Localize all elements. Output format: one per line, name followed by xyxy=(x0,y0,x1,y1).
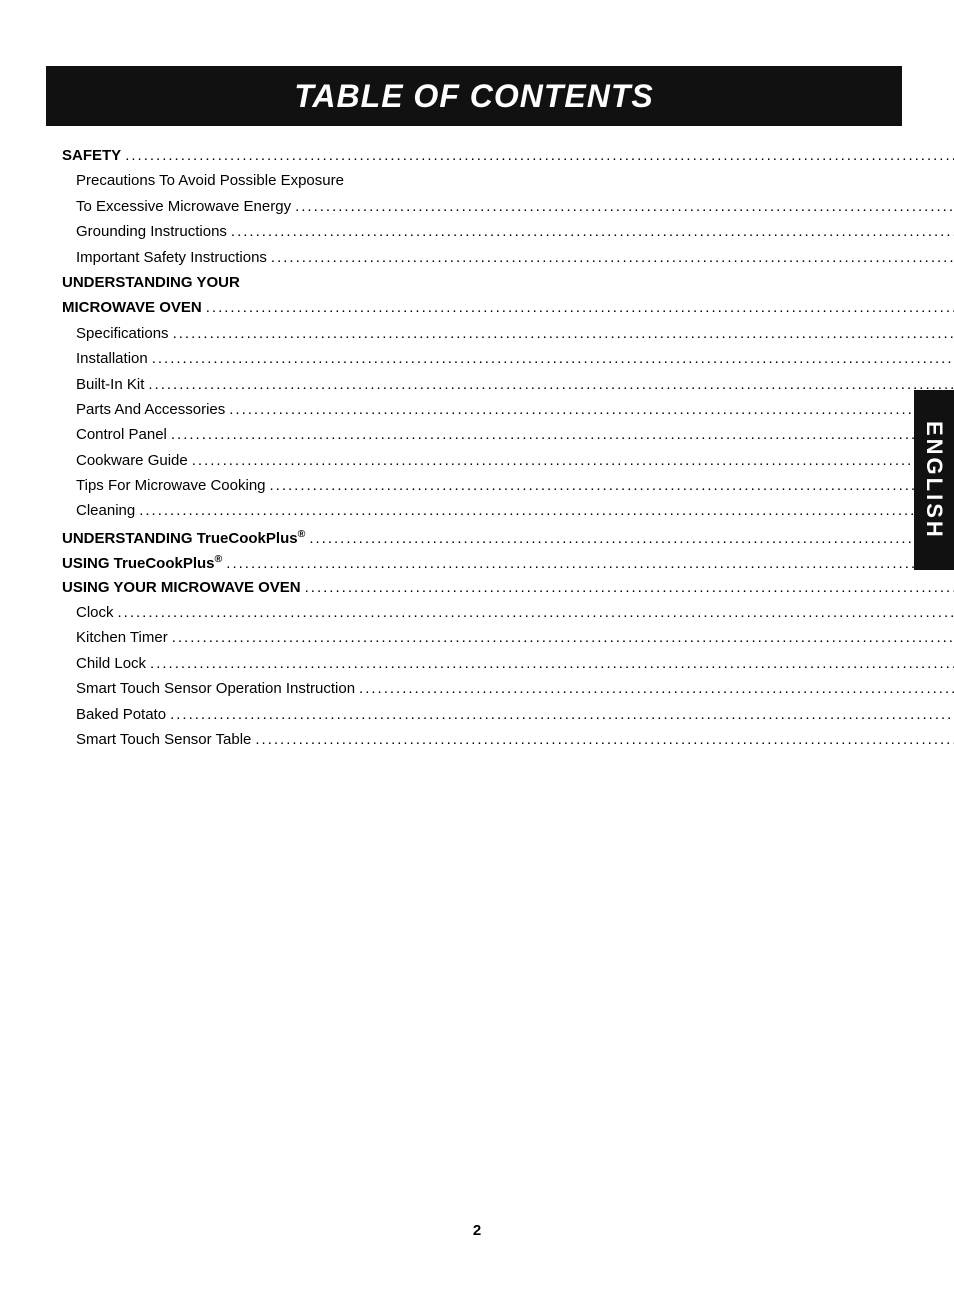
toc-row: Baked Potato............................… xyxy=(62,707,954,732)
toc-row: Cookware Guide..........................… xyxy=(62,453,954,478)
toc-dot-leader: ........................................… xyxy=(148,351,954,366)
toc-dot-leader: ........................................… xyxy=(144,377,954,392)
toc-dot-leader: ........................................… xyxy=(146,656,954,671)
toc-dot-leader: ........................................… xyxy=(266,478,954,493)
toc-entry-label: Installation xyxy=(62,351,148,366)
toc-entry-label: Smart Touch Sensor Operation Instruction xyxy=(62,681,355,696)
toc-entry-label: Tips For Microwave Cooking xyxy=(62,478,266,493)
toc-row: Specifications..........................… xyxy=(62,326,954,351)
toc-columns: SAFETY..................................… xyxy=(62,148,870,757)
toc-dot-leader: ........................................… xyxy=(251,732,954,747)
toc-dot-leader: ........................................… xyxy=(168,630,954,645)
toc-row: Child Lock..............................… xyxy=(62,656,954,681)
toc-entry-label: Kitchen Timer xyxy=(62,630,168,645)
toc-dot-leader: ........................................… xyxy=(355,681,954,696)
toc-row: Control Panel...........................… xyxy=(62,427,954,452)
toc-entry-label: Built-In Kit xyxy=(62,377,144,392)
language-tab: ENGLISH xyxy=(914,390,954,570)
toc-row: Important Safety Instructions...........… xyxy=(62,250,954,275)
toc-entry-label: Cookware Guide xyxy=(62,453,188,468)
toc-row: Cleaning................................… xyxy=(62,503,954,528)
page-title: TABLE OF CONTENTS xyxy=(294,78,654,115)
toc-row: Smart Touch Sensor Operation Instruction… xyxy=(62,681,954,706)
toc-dot-leader: ........................................… xyxy=(167,427,954,442)
toc-entry-label: Clock xyxy=(62,605,114,620)
toc-dot-leader: ........................................… xyxy=(291,199,954,214)
toc-entry-label: Control Panel xyxy=(62,427,167,442)
toc-dot-leader: ........................................… xyxy=(267,250,954,265)
toc-entry-label: SAFETY xyxy=(62,148,121,163)
toc-entry-label: UNDERSTANDING TrueCookPlus® xyxy=(62,529,305,546)
toc-entry-label: UNDERSTANDING YOUR xyxy=(62,275,240,290)
toc-row: Clock...................................… xyxy=(62,605,954,630)
toc-row: UNDERSTANDING YOUR......................… xyxy=(62,275,954,300)
toc-row: To Excessive Microwave Energy...........… xyxy=(62,199,954,224)
toc-row: USING YOUR MICROWAVE OVEN...............… xyxy=(62,580,954,605)
toc-row: MICROWAVE OVEN..........................… xyxy=(62,300,954,325)
toc-row: Installation............................… xyxy=(62,351,954,376)
toc-dot-leader: ........................................… xyxy=(114,605,954,620)
toc-entry-label: Grounding Instructions xyxy=(62,224,227,239)
toc-dot-leader: ........................................… xyxy=(166,707,954,722)
toc-entry-label: Smart Touch Sensor Table xyxy=(62,732,251,747)
toc-entry-label: USING YOUR MICROWAVE OVEN xyxy=(62,580,301,595)
toc-left-column: SAFETY..................................… xyxy=(62,148,954,757)
toc-entry-label: Specifications xyxy=(62,326,169,341)
page-number: 2 xyxy=(0,1222,954,1239)
toc-row: SAFETY..................................… xyxy=(62,148,954,173)
toc-dot-leader: ........................................… xyxy=(301,580,954,595)
toc-row: UNDERSTANDING TrueCookPlus®.............… xyxy=(62,529,954,554)
toc-entry-label: Baked Potato xyxy=(62,707,166,722)
toc-entry-label: Parts And Accessories xyxy=(62,402,225,417)
toc-dot-leader: ........................................… xyxy=(169,326,954,341)
toc-entry-label: MICROWAVE OVEN xyxy=(62,300,202,315)
toc-entry-label: To Excessive Microwave Energy xyxy=(62,199,291,214)
document-page: TABLE OF CONTENTS SAFETY................… xyxy=(0,0,954,1307)
toc-entry-label: Cleaning xyxy=(62,503,135,518)
toc-entry-label: Child Lock xyxy=(62,656,146,671)
toc-row: USING TrueCookPlus®.....................… xyxy=(62,554,954,579)
toc-dot-leader: ........................................… xyxy=(188,453,954,468)
toc-dot-leader: ........................................… xyxy=(222,556,954,571)
toc-dot-leader: ........................................… xyxy=(135,503,954,518)
toc-dot-leader: ........................................… xyxy=(305,531,954,546)
toc-dot-leader: ........................................… xyxy=(202,300,954,315)
toc-entry-label: Important Safety Instructions xyxy=(62,250,267,265)
language-tab-label: ENGLISH xyxy=(921,421,947,540)
toc-row: Tips For Microwave Cooking..............… xyxy=(62,478,954,503)
toc-dot-leader: ........................................… xyxy=(227,224,954,239)
toc-dot-leader: ........................................… xyxy=(225,402,954,417)
toc-row: Built-In Kit............................… xyxy=(62,377,954,402)
toc-row: Smart Touch Sensor Table................… xyxy=(62,732,954,757)
toc-row: Kitchen Timer...........................… xyxy=(62,630,954,655)
toc-row: Parts And Accessories...................… xyxy=(62,402,954,427)
toc-entry-label: USING TrueCookPlus® xyxy=(62,554,222,571)
toc-row: Grounding Instructions..................… xyxy=(62,224,954,249)
toc-row: Precautions To Avoid Possible Exposure..… xyxy=(62,173,954,198)
toc-dot-leader: ........................................… xyxy=(121,148,954,163)
title-bar: TABLE OF CONTENTS xyxy=(46,66,902,126)
toc-entry-label: Precautions To Avoid Possible Exposure xyxy=(62,173,344,188)
